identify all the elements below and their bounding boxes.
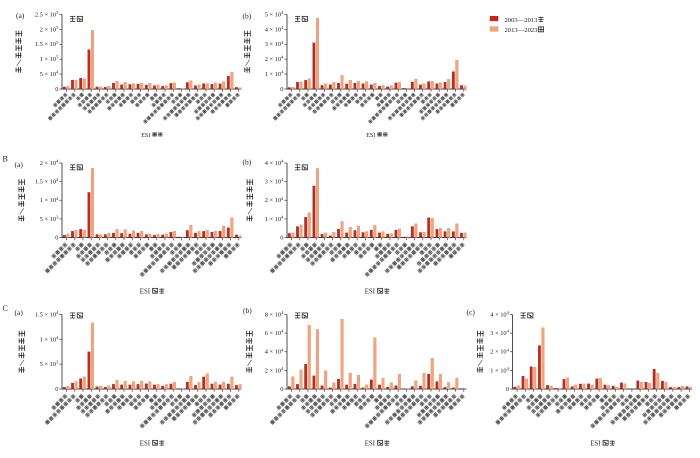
svg-text:ESI: ESI <box>140 289 151 296</box>
svg-text:1 × 104: 1 × 104 <box>40 196 59 204</box>
svg-text:B: B <box>3 155 8 164</box>
svg-text:8 × 104: 8 × 104 <box>265 310 284 318</box>
svg-text:(a): (a) <box>15 160 24 169</box>
svg-text:0: 0 <box>506 386 509 393</box>
svg-text:2 × 105: 2 × 105 <box>40 25 59 33</box>
svg-text:2.5 × 105: 2.5 × 105 <box>35 10 59 18</box>
svg-text:ESI: ESI <box>365 289 376 296</box>
svg-text:1 × 104: 1 × 104 <box>265 214 284 222</box>
svg-text:1 × 105: 1 × 105 <box>40 55 59 63</box>
svg-text:ESI: ESI <box>590 441 601 448</box>
svg-text:1 × 104: 1 × 104 <box>265 70 284 78</box>
svg-text:2 × 104: 2 × 104 <box>265 366 284 374</box>
svg-text:(b): (b) <box>243 158 252 167</box>
svg-text:1.5 × 105: 1.5 × 105 <box>35 40 59 48</box>
svg-text:(a): (a) <box>16 11 25 20</box>
svg-text:2 × 104: 2 × 104 <box>265 196 284 204</box>
svg-text:5 × 103: 5 × 103 <box>40 214 59 222</box>
svg-text:(b): (b) <box>243 12 252 21</box>
svg-text:1 × 104: 1 × 104 <box>490 366 509 374</box>
svg-text:0: 0 <box>55 234 58 241</box>
svg-text:4 × 104: 4 × 104 <box>265 347 284 355</box>
svg-text:0: 0 <box>55 386 58 393</box>
svg-text:ESI: ESI <box>366 133 375 139</box>
svg-text:5 × 104: 5 × 104 <box>265 10 284 18</box>
svg-text:2003—2013: 2003—2013 <box>505 17 539 24</box>
svg-text:(a): (a) <box>15 308 24 317</box>
svg-text:(b): (b) <box>243 306 252 315</box>
svg-text:6 × 104: 6 × 104 <box>265 329 284 337</box>
svg-text:(c): (c) <box>467 308 476 317</box>
svg-text:4 × 104: 4 × 104 <box>265 159 284 167</box>
svg-text:5 × 103: 5 × 103 <box>40 360 59 368</box>
svg-text:2 × 104: 2 × 104 <box>40 159 59 167</box>
svg-text:2 × 104: 2 × 104 <box>490 347 509 355</box>
svg-text:2 × 104: 2 × 104 <box>265 55 284 63</box>
svg-text:1 × 104: 1 × 104 <box>40 335 59 343</box>
svg-text:2013—2023: 2013—2023 <box>505 27 539 34</box>
svg-text:ESI: ESI <box>140 441 151 448</box>
svg-text:4 × 104: 4 × 104 <box>265 25 284 33</box>
svg-text:ESI: ESI <box>141 133 150 139</box>
svg-text:0: 0 <box>280 86 283 93</box>
svg-text:3 × 104: 3 × 104 <box>490 329 509 337</box>
svg-text:3 × 104: 3 × 104 <box>265 40 284 48</box>
svg-text:1.5 × 104: 1.5 × 104 <box>35 177 59 185</box>
svg-text:5 × 104: 5 × 104 <box>40 70 59 78</box>
svg-text:0: 0 <box>280 234 283 241</box>
svg-text:C: C <box>3 304 8 313</box>
svg-text:4 × 104: 4 × 104 <box>490 310 509 318</box>
svg-text:ESI: ESI <box>365 441 376 448</box>
svg-text:0: 0 <box>280 386 283 393</box>
svg-text:1.5 × 104: 1.5 × 104 <box>35 310 59 318</box>
svg-text:0: 0 <box>55 86 58 93</box>
svg-text:3 × 104: 3 × 104 <box>265 177 284 185</box>
